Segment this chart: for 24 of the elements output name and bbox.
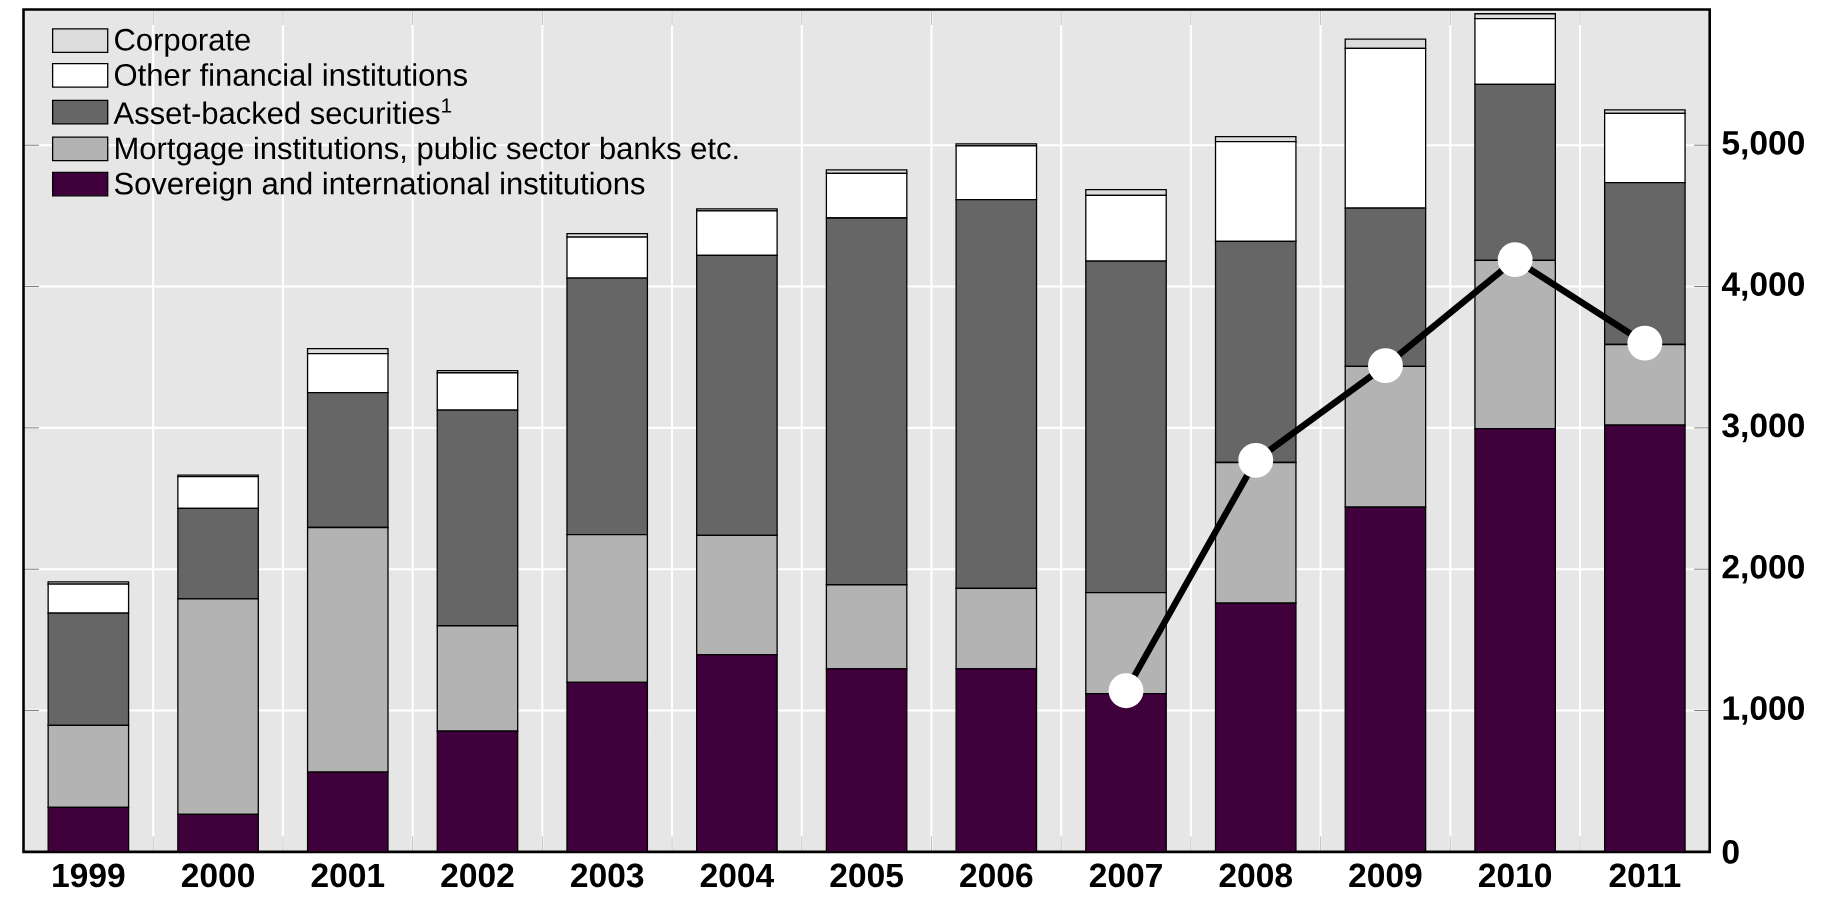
legend-label: Sovereign and international institutions (114, 171, 645, 201)
x-tick-label: 2009 (1349, 863, 1422, 888)
x-tick-label: 2003 (571, 863, 644, 888)
y-tick-label: 1,000 (1723, 696, 1804, 725)
x-tick-label: 2011 (1609, 863, 1681, 888)
x-tick-label: 2006 (960, 863, 1033, 888)
legend-label: Asset-backed securities$^{1}$ (113, 98, 452, 124)
legend-label: Other financial institutions (114, 63, 467, 86)
x-tick-label: 1999 (53, 863, 125, 888)
x-tick-label: 2007 (1089, 863, 1162, 888)
x-tick-label: 2002 (441, 863, 514, 888)
y-tick-label: 3,000 (1722, 413, 1804, 442)
y-tick-label: 0 (1722, 839, 1739, 864)
x-tick-label: 2001 (311, 863, 385, 888)
x-tick-label: 2005 (830, 863, 903, 888)
legend-label: Mortgage institutions, public sector banks etc. (116, 136, 738, 166)
y-tick-label: 2,000 (1722, 554, 1804, 584)
legend-label: Corporate (115, 28, 250, 57)
x-tick-label: 2000 (181, 863, 254, 888)
x-tick-label: 2008 (1219, 863, 1293, 888)
y-tick-label: 4,000 (1721, 272, 1804, 301)
y-tick-label: 5,000 (1722, 130, 1804, 160)
x-tick-label: 2010 (1478, 863, 1552, 888)
x-tick-label: 2004 (700, 863, 775, 888)
